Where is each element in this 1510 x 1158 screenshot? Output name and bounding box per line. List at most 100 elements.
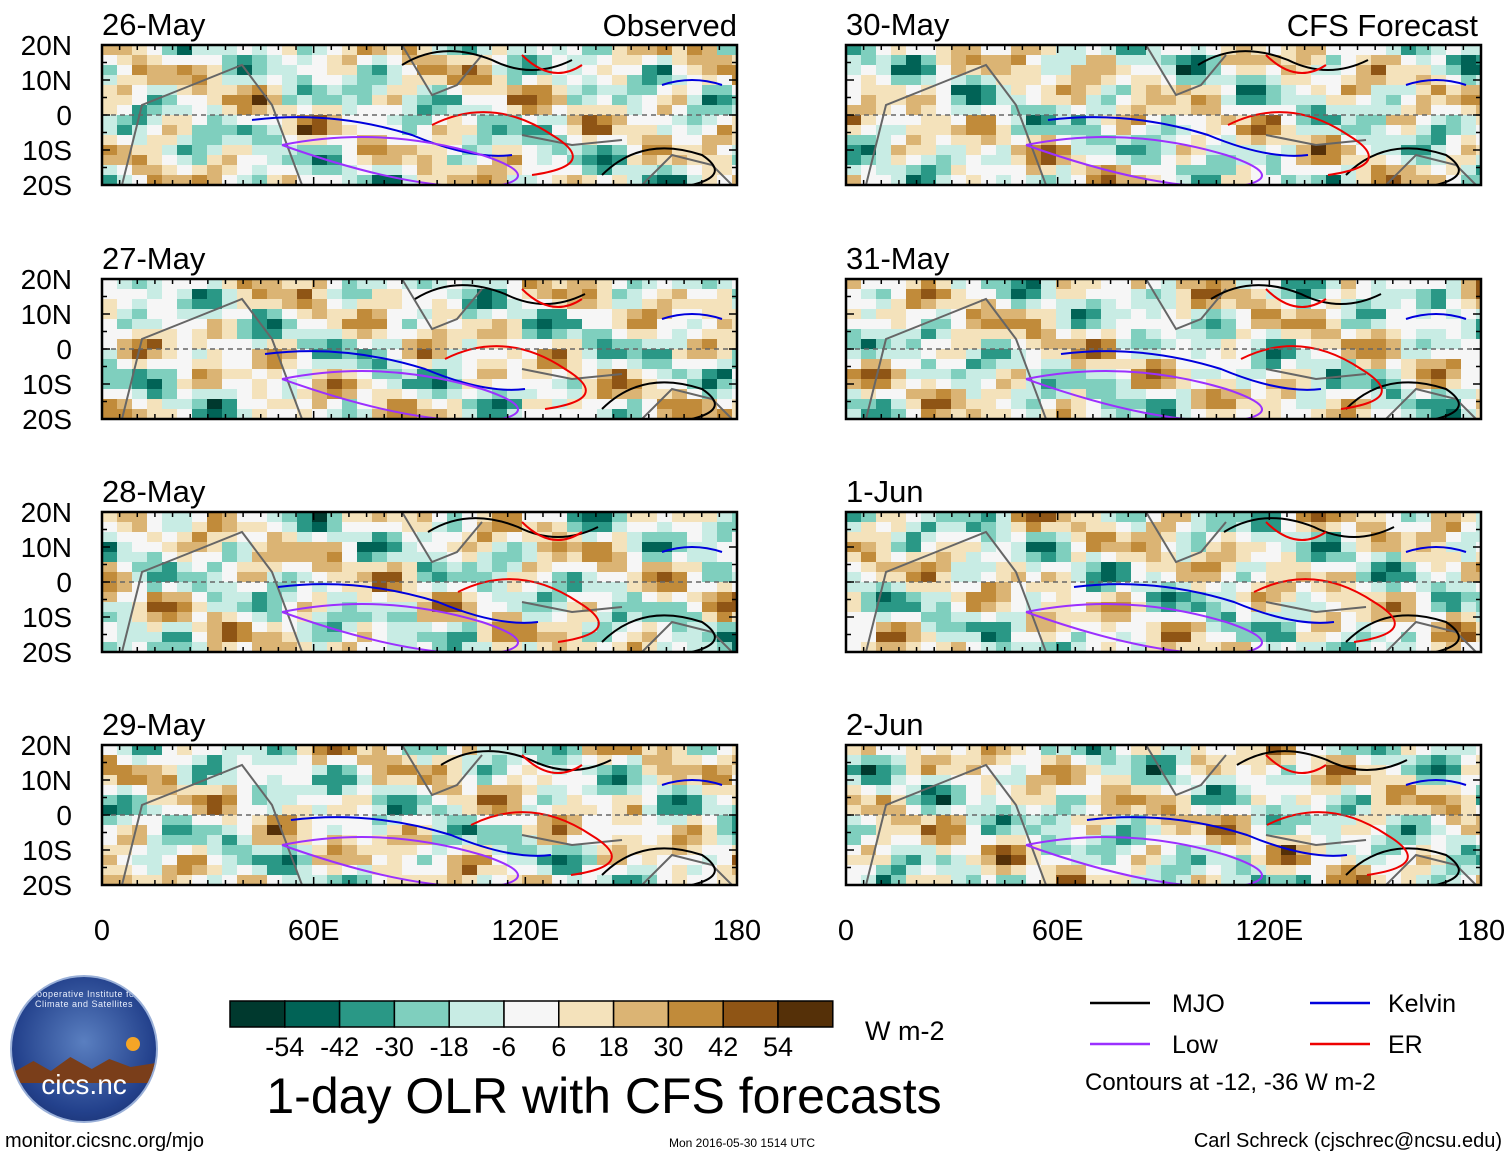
heat-cell	[612, 85, 628, 96]
heat-cell	[1341, 359, 1357, 370]
heat-cell	[447, 45, 463, 56]
heat-cell	[252, 835, 268, 846]
heat-cell	[1311, 299, 1327, 310]
heat-cell	[1386, 642, 1402, 652]
heat-cell	[732, 755, 737, 766]
heat-cell	[312, 775, 328, 786]
heat-cell	[102, 175, 118, 185]
heat-cell	[582, 299, 598, 310]
heat-cell	[687, 552, 703, 563]
heat-cell	[1281, 329, 1297, 340]
heat-cell	[522, 329, 538, 340]
heat-cell	[1326, 55, 1342, 66]
heat-cell	[1251, 602, 1267, 613]
heat-cell	[207, 632, 223, 643]
heat-cell	[282, 855, 298, 866]
heat-cell	[1011, 399, 1027, 410]
heat-cell	[657, 785, 673, 796]
heat-cell	[222, 785, 238, 796]
heat-cell	[357, 359, 373, 370]
heat-cell	[891, 512, 907, 523]
heat-cell	[1326, 175, 1342, 185]
heat-cell	[492, 765, 508, 776]
heat-cell	[1251, 389, 1267, 400]
heat-cell	[222, 125, 238, 136]
heat-cell	[612, 145, 628, 156]
heat-cell	[966, 612, 982, 623]
heat-cell	[1236, 125, 1252, 136]
heat-cell	[1161, 45, 1177, 56]
heat-cell	[1401, 399, 1417, 410]
heat-cell	[1371, 309, 1387, 320]
heat-cell	[162, 755, 178, 766]
heat-cell	[432, 409, 448, 419]
heat-cell	[936, 135, 952, 146]
heat-cell	[732, 45, 737, 56]
heat-cell	[192, 85, 208, 96]
heat-cell	[327, 845, 343, 856]
heat-cell	[1431, 125, 1447, 136]
heat-cell	[342, 85, 358, 96]
heat-cell	[267, 532, 283, 543]
heat-cell	[357, 642, 373, 652]
heat-cell	[417, 75, 433, 86]
heat-cell	[342, 65, 358, 76]
heat-cell	[102, 825, 118, 836]
heat-cell	[1326, 379, 1342, 390]
heat-cell	[237, 145, 253, 156]
heat-cell	[477, 45, 493, 56]
heat-cell	[117, 45, 133, 56]
heat-cell	[1371, 542, 1387, 553]
heat-cell	[1281, 339, 1297, 350]
heat-cell	[102, 835, 118, 846]
heat-cell	[432, 389, 448, 400]
heat-cell	[1086, 45, 1102, 56]
heat-cell	[1116, 319, 1132, 330]
heat-cell	[222, 865, 238, 876]
heat-cell	[687, 745, 703, 756]
heat-cell	[672, 522, 688, 533]
heat-cell	[1056, 115, 1072, 126]
heat-cell	[342, 339, 358, 350]
heat-cell	[237, 745, 253, 756]
heat-cell	[1011, 409, 1027, 419]
heat-cell	[237, 572, 253, 583]
heat-cell	[1056, 572, 1072, 583]
heat-cell	[951, 115, 967, 126]
heat-cell	[432, 165, 448, 176]
heat-cell	[1086, 55, 1102, 66]
heat-cell	[372, 289, 388, 300]
heat-cell	[237, 775, 253, 786]
heat-cell	[1131, 592, 1147, 603]
heat-cell	[906, 329, 922, 340]
heat-cell	[237, 582, 253, 593]
heat-cell	[117, 805, 133, 816]
heat-cell	[1266, 165, 1282, 176]
heat-cell	[627, 409, 643, 419]
heat-cell	[342, 805, 358, 816]
heat-cell	[861, 572, 877, 583]
heat-cell	[1431, 632, 1447, 643]
heat-cell	[357, 855, 373, 866]
heat-cell	[447, 359, 463, 370]
heat-cell	[297, 125, 313, 136]
heat-cell	[657, 155, 673, 166]
heat-cell	[1296, 339, 1312, 350]
heat-cell	[387, 775, 403, 786]
heat-cell	[297, 815, 313, 826]
heat-cell	[1386, 562, 1402, 573]
heat-cell	[537, 55, 553, 66]
heat-cell	[717, 592, 733, 603]
heat-cell	[1071, 552, 1087, 563]
heat-cell	[732, 105, 737, 116]
heat-cell	[582, 155, 598, 166]
heat-cell	[732, 582, 737, 593]
heat-cell	[222, 642, 238, 652]
heat-cell	[462, 815, 478, 826]
heat-cell	[162, 592, 178, 603]
heat-cell	[132, 349, 148, 360]
heat-cell	[552, 165, 568, 176]
heat-cell	[1086, 755, 1102, 766]
heat-cell	[1476, 349, 1481, 360]
heat-cell	[1056, 389, 1072, 400]
